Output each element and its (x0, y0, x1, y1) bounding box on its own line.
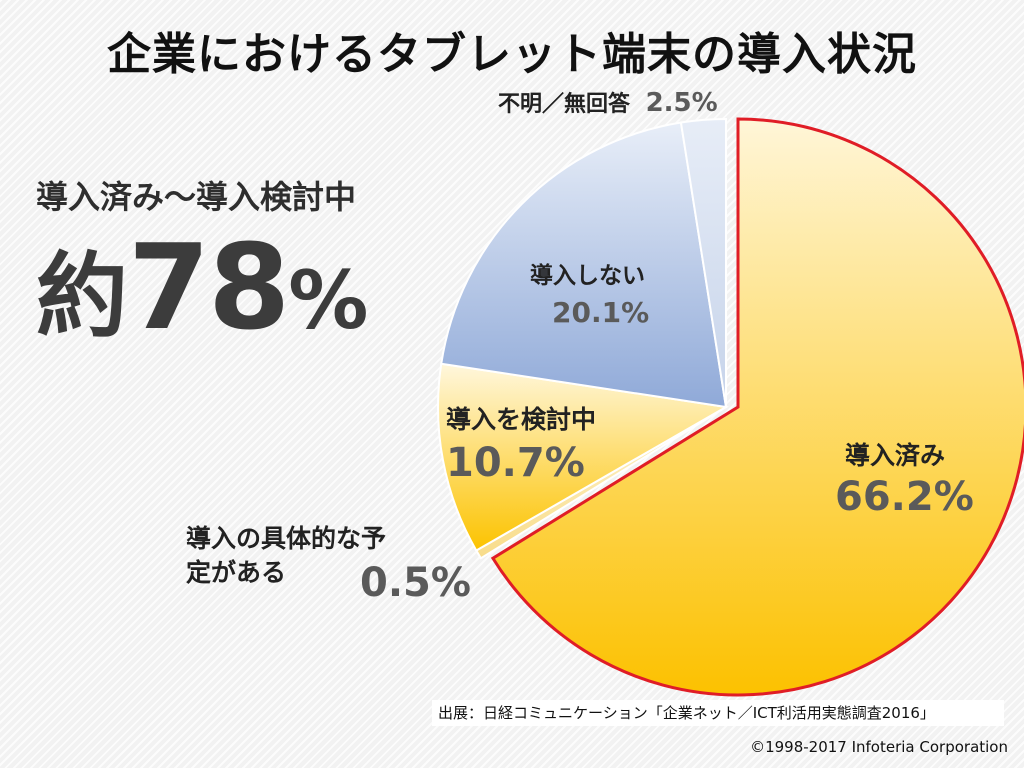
label-considering-name: 導入を検討中 (446, 405, 597, 434)
label-not-implementing-value: 20.1% (552, 296, 650, 329)
label-planned-name: 導入の具体的な予定がある (186, 524, 387, 587)
slice-not-implementing (440, 121, 728, 409)
summary-unit: % (288, 254, 369, 347)
label-not-implementing: 導入しない 20.1% (530, 256, 649, 329)
slice-implemented (490, 117, 1024, 697)
label-implemented-name: 導入済み (845, 441, 946, 470)
summary-number: 78 (128, 218, 290, 356)
summary-label: 導入済み〜導入検討中 (36, 178, 357, 216)
page-title: 企業におけるタブレット端末の導入状況 (107, 29, 917, 80)
summary-value: 約78% (36, 218, 368, 356)
label-not-implementing-name: 導入しない (530, 263, 645, 289)
copyright: ©1998-2017 Infoteria Corporation (750, 738, 1008, 756)
label-unknown-name: 不明／無回答 (498, 92, 631, 117)
label-considering-value: 10.7% (446, 440, 585, 486)
slice-considering (437, 362, 729, 552)
summary-prefix: 約 (36, 243, 129, 350)
label-implemented-value: 66.2% (835, 474, 974, 520)
label-unknown-value: 2.5% (645, 88, 718, 118)
label-planned: 導入の具体的な予定がある 0.5% (186, 522, 471, 606)
label-implemented: 導入済み 66.2% (835, 436, 974, 520)
label-considering: 導入を検討中 10.7% (446, 400, 596, 486)
source-note: 出展：日経コミュニケーション「企業ネット／ICT利活用実態調査2016」 (432, 700, 1004, 726)
slice-unknown (679, 117, 727, 408)
label-planned-value: 0.5% (360, 560, 471, 606)
label-unknown: 不明／無回答 2.5% (498, 86, 718, 118)
